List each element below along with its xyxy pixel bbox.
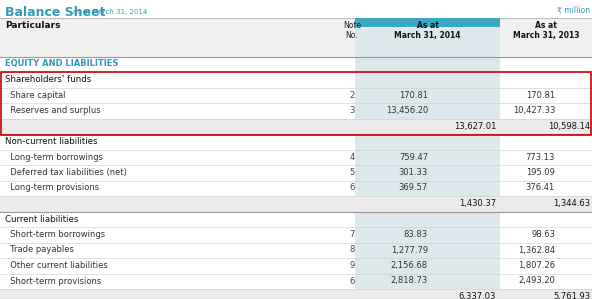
Text: 2: 2 <box>349 91 355 100</box>
Text: 4: 4 <box>349 152 355 161</box>
Text: 5,761.93: 5,761.93 <box>553 292 590 299</box>
Text: 3: 3 <box>349 106 355 115</box>
Text: 1,807.26: 1,807.26 <box>518 261 555 270</box>
Text: 13,627.01: 13,627.01 <box>453 121 496 130</box>
Text: 6,337.03: 6,337.03 <box>459 292 496 299</box>
Text: 2,493.20: 2,493.20 <box>518 277 555 286</box>
Text: Non-current liabilities: Non-current liabilities <box>5 137 98 146</box>
Text: 2,156.68: 2,156.68 <box>391 261 428 270</box>
Text: 1,430.37: 1,430.37 <box>459 199 496 208</box>
Bar <box>355 18 500 27</box>
Text: Long-term provisions: Long-term provisions <box>5 184 99 193</box>
Text: Trade payables: Trade payables <box>5 245 74 254</box>
Text: ₹ million: ₹ million <box>557 6 590 15</box>
Bar <box>355 18 500 299</box>
Text: Other current liabilities: Other current liabilities <box>5 261 108 270</box>
Bar <box>0 196 592 211</box>
Text: as at March 31, 2014: as at March 31, 2014 <box>73 9 147 15</box>
Text: 7: 7 <box>349 230 355 239</box>
Text: 10,598.14: 10,598.14 <box>548 121 590 130</box>
Text: EQUITY AND LIABILITIES: EQUITY AND LIABILITIES <box>5 59 118 68</box>
Text: 6: 6 <box>349 184 355 193</box>
Text: Share capital: Share capital <box>5 91 66 100</box>
Text: Shareholders' funds: Shareholders' funds <box>5 75 91 84</box>
Text: Long-term borrowings: Long-term borrowings <box>5 152 103 161</box>
Text: 8: 8 <box>349 245 355 254</box>
Text: 376.41: 376.41 <box>526 184 555 193</box>
Text: 170.81: 170.81 <box>526 91 555 100</box>
Text: 9: 9 <box>349 261 355 270</box>
Text: Current liabilities: Current liabilities <box>5 214 78 223</box>
Text: Short-term borrowings: Short-term borrowings <box>5 230 105 239</box>
Bar <box>1 72 591 135</box>
Bar <box>0 289 592 299</box>
Text: Short-term provisions: Short-term provisions <box>5 277 101 286</box>
Bar <box>0 18 592 57</box>
Text: 301.33: 301.33 <box>399 168 428 177</box>
Text: 1,344.63: 1,344.63 <box>553 199 590 208</box>
Text: Deferred tax liabilities (net): Deferred tax liabilities (net) <box>5 168 127 177</box>
Text: 369.57: 369.57 <box>399 184 428 193</box>
Text: 98.63: 98.63 <box>531 230 555 239</box>
Text: Particulars: Particulars <box>5 21 60 30</box>
Text: 170.81: 170.81 <box>399 91 428 100</box>
Text: 5: 5 <box>349 168 355 177</box>
Text: As at
March 31, 2014: As at March 31, 2014 <box>394 21 461 40</box>
Text: Reserves and surplus: Reserves and surplus <box>5 106 101 115</box>
Text: 10,427.33: 10,427.33 <box>513 106 555 115</box>
Text: Note
No.: Note No. <box>343 21 361 40</box>
Text: 83.83: 83.83 <box>404 230 428 239</box>
Text: 1,362.84: 1,362.84 <box>518 245 555 254</box>
Text: 6: 6 <box>349 277 355 286</box>
Bar <box>0 118 592 134</box>
Text: 13,456.20: 13,456.20 <box>386 106 428 115</box>
Text: 2,818.73: 2,818.73 <box>391 277 428 286</box>
Text: As at
March 31, 2013: As at March 31, 2013 <box>513 21 579 40</box>
Text: Balance Sheet: Balance Sheet <box>5 6 105 19</box>
Text: 759.47: 759.47 <box>399 152 428 161</box>
Text: 773.13: 773.13 <box>526 152 555 161</box>
Text: 1,277.79: 1,277.79 <box>391 245 428 254</box>
Text: 195.09: 195.09 <box>526 168 555 177</box>
